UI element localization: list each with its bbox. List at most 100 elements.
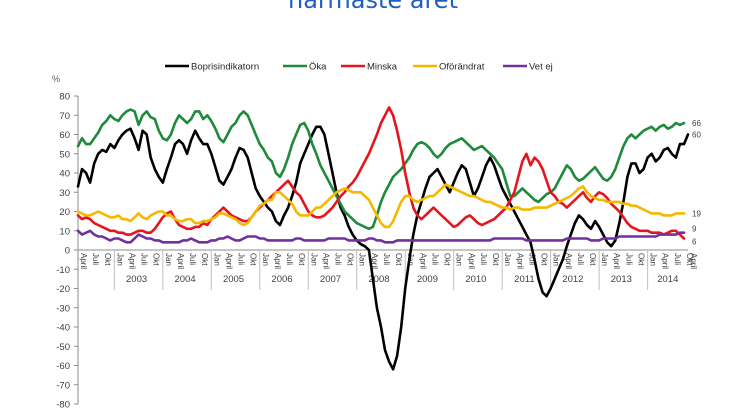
legend-label: Öka [309, 62, 327, 73]
x-tick-label: Okt [685, 253, 694, 266]
x-tick-label: Juli [624, 253, 633, 265]
series-group [76, 106, 690, 371]
x-tick-label: April [689, 253, 698, 269]
x-tick-label: Okt [636, 253, 645, 266]
y-tick-label: -80 [56, 400, 70, 411]
x-tick-label: Juli [430, 253, 439, 265]
legend-label: Boprisindikatorn [191, 62, 259, 73]
x-tick-label: April [176, 253, 185, 269]
x-tick-label: Juli [237, 253, 246, 265]
y-tick-label: -40 [56, 323, 70, 334]
x-axis: April Juli Okt Jan April Juli Okt Jan April Juli O… [78, 249, 698, 290]
x-tick-label: Okt [200, 253, 209, 266]
x-tick-label: Okt [297, 253, 306, 266]
end-value-label: 19 [692, 209, 701, 218]
x-tick-label: Jan [649, 253, 658, 266]
x-year-label: 2008 [368, 274, 389, 285]
y-tick-label: 50 [59, 149, 70, 160]
x-tick-label: April [79, 253, 88, 269]
end-value-label: 9 [692, 225, 697, 234]
x-year-label: 2007 [320, 274, 341, 285]
y-tick-label: 80 [59, 92, 70, 103]
x-tick-label: Juli [140, 253, 149, 265]
x-tick-label: Juli [188, 253, 197, 265]
x-tick-label: Okt [103, 253, 112, 266]
legend-label: Oförändrat [439, 62, 485, 73]
x-tick-label: Jan [503, 253, 512, 266]
x-tick-label: Jan [309, 253, 318, 266]
x-tick-label: Jan [406, 253, 415, 266]
x-tick-label: April [661, 253, 670, 269]
x-tick-label: Jan [600, 253, 609, 266]
series-line-vet-ej [76, 229, 686, 244]
legend-item: Öka [283, 62, 327, 73]
y-tick-label: -50 [56, 342, 70, 353]
chart-title: närmaste året [288, 0, 458, 14]
legend-item: Vet ej [503, 62, 553, 73]
y-tick-label: 20 [59, 207, 70, 218]
x-tick-label: Juli [576, 253, 585, 265]
series-line-of-r-ndrat [76, 183, 686, 229]
x-tick-label: April [564, 253, 573, 269]
y-tick-label: 0 [65, 246, 70, 257]
x-tick-label: April [467, 253, 476, 269]
y-tick-label: -10 [56, 265, 70, 276]
x-tick-label: Juli [382, 253, 391, 265]
x-year-label: 2005 [223, 274, 244, 285]
x-tick-label: Juli [673, 253, 682, 265]
y-axis: 80 70 60 50 40 30 20 10 0 -10 -20 -30 -40 -50 -60 -70 -8… [56, 92, 79, 411]
y-tick-label: 70 [59, 111, 70, 122]
x-tick-label: Okt [540, 253, 549, 266]
y-tick-label: 60 [59, 130, 70, 141]
y-tick-label: -30 [56, 303, 70, 314]
legend-item: Minska [341, 62, 398, 73]
x-year-label: 2004 [174, 274, 195, 285]
x-tick-label: Okt [588, 253, 597, 266]
legend-label: Minska [367, 62, 398, 73]
series-line--ka [76, 108, 686, 231]
x-tick-label: April [612, 253, 621, 269]
x-year-label: 2009 [417, 274, 438, 285]
y-tick-label: 30 [59, 188, 70, 199]
x-tick-label: Juli [334, 253, 343, 265]
x-tick-label: Jan [358, 253, 367, 266]
x-tick-label: Juli [91, 253, 100, 265]
x-tick-label: April [273, 253, 282, 269]
series-line-boprisindikatorn [76, 125, 690, 371]
y-tick-label: 10 [59, 226, 70, 237]
x-tick-label: April [224, 253, 233, 269]
x-tick-label: Jan [164, 253, 173, 266]
y-axis-unit: % [52, 74, 60, 84]
y-tick-label: -70 [56, 380, 70, 391]
end-value-label: 6 [692, 237, 697, 246]
x-year-label: 2006 [271, 274, 292, 285]
y-tick-label: -60 [56, 361, 70, 372]
x-year-label: 2003 [126, 274, 147, 285]
x-tick-label: Okt [249, 253, 258, 266]
x-tick-label: Juli [285, 253, 294, 265]
x-tick-label: Jan [212, 253, 221, 266]
x-year-label: 2013 [611, 274, 632, 285]
x-tick-label: Juli [479, 253, 488, 265]
x-tick-label: Okt [491, 253, 500, 266]
x-year-label: 2011 [514, 274, 534, 285]
x-year-label: 2012 [562, 274, 583, 285]
legend-item: Boprisindikatorn [165, 62, 259, 73]
end-value-label: 66 [692, 119, 701, 128]
x-tick-label: April [321, 253, 330, 269]
x-tick-label: April [370, 253, 379, 269]
legend-item: Oförändrat [413, 62, 485, 73]
y-tick-label: -20 [56, 284, 70, 295]
x-tick-label: Jan [552, 253, 561, 266]
series-line-minska [76, 106, 686, 240]
legend: Boprisindikatorn Öka Minska Oförändrat Vet e… [165, 62, 553, 73]
x-tick-label: Okt [346, 253, 355, 266]
x-tick-label: Okt [443, 253, 452, 266]
x-tick-label: Jan [455, 253, 464, 266]
x-tick-label: Juli [527, 253, 536, 265]
x-tick-label: Okt [152, 253, 161, 266]
y-tick-label: 40 [59, 169, 70, 180]
x-tick-label: Jan [115, 253, 124, 266]
